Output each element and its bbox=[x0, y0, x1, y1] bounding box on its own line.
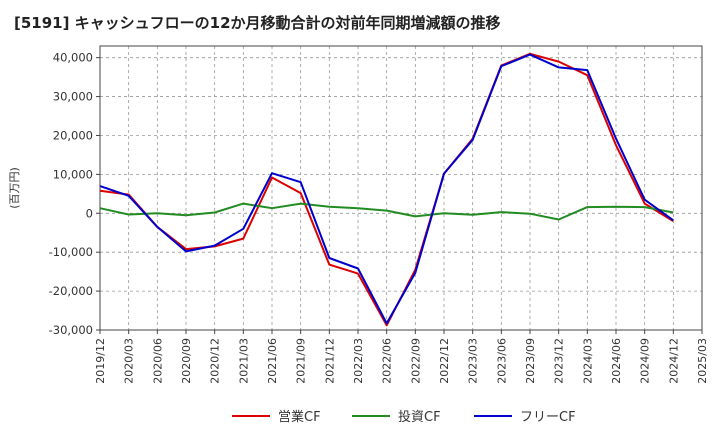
legend-label-3: フリーCF bbox=[520, 410, 576, 425]
y-tick-label: 0 bbox=[86, 206, 93, 220]
x-tick-label: 2023/09 bbox=[524, 338, 537, 384]
y-tick-label: 30,000 bbox=[53, 90, 93, 104]
series-layer bbox=[99, 52, 674, 327]
x-tick-label: 2020/09 bbox=[180, 338, 193, 384]
x-tick-label: 2025/03 bbox=[696, 338, 709, 384]
x-tick-label: 2023/06 bbox=[495, 338, 508, 384]
x-tick-label: 2024/06 bbox=[610, 338, 623, 384]
x-tick-label: 2021/12 bbox=[323, 338, 336, 384]
grid-layer bbox=[99, 46, 703, 331]
x-tick-label: 2024/03 bbox=[581, 338, 594, 384]
x-tick-label: 2022/03 bbox=[352, 338, 365, 384]
legend-layer: 営業CF 投資CF フリーCF bbox=[232, 409, 576, 425]
x-tick-label: 2021/03 bbox=[237, 338, 250, 384]
axis-layer: 2019/12 2020/03 2020/06 2020/09 2020/12 2021/… bbox=[8, 45, 709, 384]
x-tick-label: 2022/12 bbox=[438, 338, 451, 384]
y-axis-label: (百万円) bbox=[8, 167, 21, 209]
chart-title: [5191] キャッシュフローの12か月移動合計の対前年同期増減額の推移 bbox=[14, 14, 501, 32]
series-line-2 bbox=[99, 202, 674, 221]
legend-label-2: 投資CF bbox=[398, 409, 441, 425]
x-tick-label: 2022/09 bbox=[409, 338, 422, 384]
series-line-1 bbox=[99, 52, 674, 327]
x-tick-label: 2024/09 bbox=[639, 338, 652, 384]
y-tick-label: -20,000 bbox=[49, 284, 93, 298]
y-tick-label: 40,000 bbox=[53, 51, 93, 65]
x-tick-label: 2020/12 bbox=[209, 338, 222, 384]
plot-frame bbox=[99, 45, 703, 331]
y-tick-label: -30,000 bbox=[49, 323, 93, 337]
x-tick-label: 2023/12 bbox=[553, 338, 566, 384]
legend-label-1: 営業CF bbox=[278, 409, 321, 425]
x-tick-label: 2024/12 bbox=[667, 338, 680, 384]
x-tick-label: 2022/06 bbox=[381, 338, 394, 384]
y-tick-label: -10,000 bbox=[49, 245, 93, 259]
y-tick-label: 10,000 bbox=[53, 167, 93, 181]
x-tick-label: 2020/03 bbox=[123, 338, 136, 384]
x-tick-label: 2020/06 bbox=[151, 338, 164, 384]
x-tick-label: 2023/03 bbox=[467, 338, 480, 384]
series-line-3 bbox=[99, 53, 674, 325]
x-tick-label: 2019/12 bbox=[94, 338, 107, 384]
x-tick-label: 2021/06 bbox=[266, 338, 279, 384]
x-tick-label: 2021/09 bbox=[295, 338, 308, 384]
y-tick-label: 20,000 bbox=[53, 128, 93, 142]
